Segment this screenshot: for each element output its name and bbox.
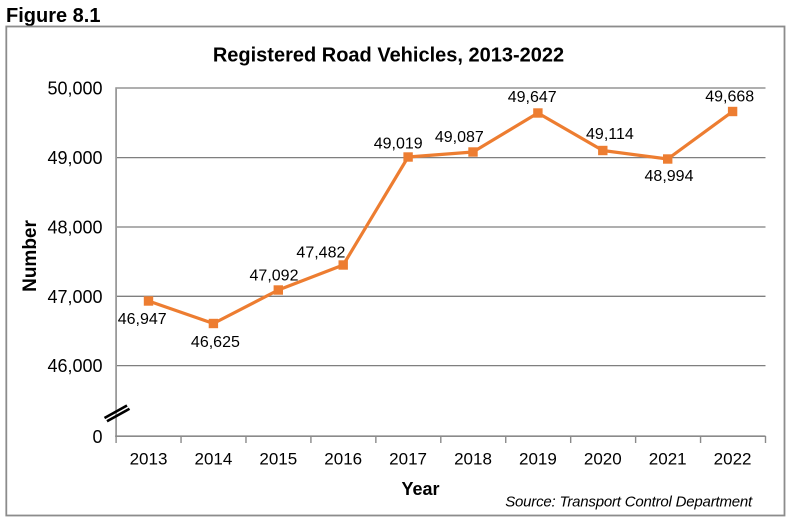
svg-text:49,647: 49,647 (508, 89, 557, 106)
svg-text:2019: 2019 (519, 450, 557, 469)
svg-text:Registered Road Vehicles, 2013: Registered Road Vehicles, 2013-2022 (213, 45, 564, 67)
svg-text:Source: Transport Control Depa: Source: Transport Control Department (505, 494, 753, 511)
svg-text:49,087: 49,087 (435, 129, 484, 146)
svg-text:47,092: 47,092 (250, 267, 299, 284)
svg-text:46,625: 46,625 (191, 334, 240, 351)
svg-text:Figure 8.1: Figure 8.1 (6, 5, 100, 27)
svg-text:50,000: 50,000 (47, 79, 102, 99)
svg-text:Number: Number (20, 220, 41, 292)
svg-text:47,482: 47,482 (296, 244, 345, 261)
svg-text:48,994: 48,994 (645, 168, 694, 185)
svg-text:49,114: 49,114 (586, 126, 634, 143)
svg-text:2018: 2018 (454, 450, 492, 469)
svg-text:46,947: 46,947 (118, 311, 167, 328)
svg-text:48,000: 48,000 (47, 218, 102, 238)
svg-text:2014: 2014 (194, 450, 232, 469)
svg-text:49,000: 49,000 (47, 148, 102, 168)
svg-text:2016: 2016 (324, 450, 362, 469)
svg-text:46,000: 46,000 (47, 356, 102, 376)
svg-text:0: 0 (92, 427, 102, 447)
svg-text:2015: 2015 (259, 450, 297, 469)
svg-text:2022: 2022 (714, 450, 752, 469)
svg-text:Year: Year (401, 479, 439, 499)
svg-text:2017: 2017 (389, 450, 427, 469)
svg-text:2020: 2020 (584, 450, 622, 469)
svg-text:49,668: 49,668 (705, 88, 754, 105)
svg-text:2013: 2013 (130, 450, 168, 469)
svg-text:49,019: 49,019 (374, 135, 423, 152)
svg-text:2021: 2021 (649, 450, 687, 469)
svg-text:47,000: 47,000 (47, 287, 102, 307)
